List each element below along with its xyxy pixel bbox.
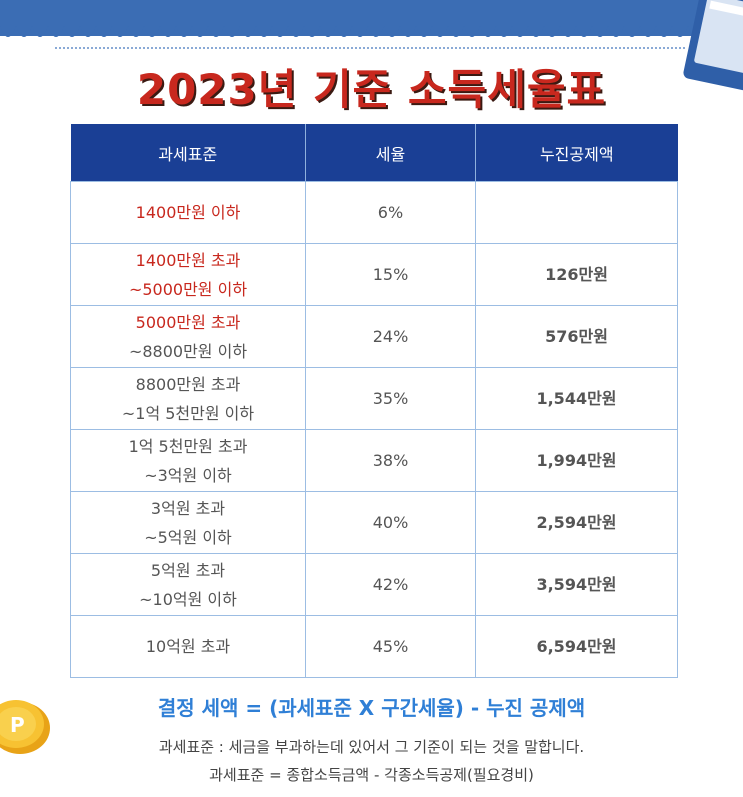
- table-header-row: 과세표준 세율 누진공제액: [70, 124, 678, 182]
- header-deduction: 누진공제액: [475, 124, 678, 182]
- laptop-icon: [683, 0, 743, 91]
- bracket-cell: 5000만원 초과 ~8800만원 이하: [70, 305, 306, 368]
- bracket-from: 10억원 초과: [145, 637, 231, 656]
- page-title: 2023년 기준 소득세율표: [136, 65, 607, 114]
- bracket-from: 5000만원 초과: [135, 312, 241, 332]
- bracket-from: 1억 5천만원 초과: [128, 436, 248, 456]
- table-row: 5억원 초과 ~10억원 이하 42% 3,594만원: [70, 553, 678, 616]
- bracket-to: ~3억원 이하: [144, 465, 232, 485]
- rate-cell: 6%: [305, 181, 476, 244]
- table-row: 10억원 초과 45% 6,594만원: [70, 615, 678, 678]
- bracket-cell: 1억 5천만원 초과 ~3억원 이하: [70, 429, 306, 492]
- svg-text:P: P: [10, 713, 25, 737]
- note-definition: 과세표준 : 세금을 부과하는데 있어서 그 기준이 되는 것을 말합니다.: [158, 738, 585, 756]
- bracket-cell: 3억원 초과 ~5억원 이하: [70, 491, 306, 554]
- deduction-cell: 1,994만원: [475, 429, 678, 492]
- bracket-cell: 5억원 초과 ~10억원 이하: [70, 553, 306, 616]
- deduction-cell: 1,544만원: [475, 367, 678, 430]
- deduction-cell: [475, 181, 678, 244]
- deduction-cell: 6,594만원: [475, 615, 678, 678]
- rate-cell: 42%: [305, 553, 476, 616]
- table-row: 1억 5천만원 초과 ~3억원 이하 38% 1,994만원: [70, 429, 678, 492]
- bracket-to: ~5000만원 이하: [128, 279, 248, 299]
- tax-rate-table: 과세표준 세율 누진공제액 1400만원 이하 6% 1400만원 초과 ~500…: [70, 124, 678, 678]
- bracket-cell: 1400만원 이하: [70, 181, 306, 244]
- deduction-cell: 2,594만원: [475, 491, 678, 554]
- rate-cell: 15%: [305, 243, 476, 306]
- table-row: 1400만원 이하 6%: [70, 181, 678, 244]
- header-tax-base: 과세표준: [70, 124, 306, 182]
- rate-cell: 38%: [305, 429, 476, 492]
- note-formula: 과세표준 = 종합소득금액 - 각종소득공제(필요경비): [209, 766, 534, 784]
- bracket-from: 1400만원 초과: [135, 250, 241, 270]
- rate-cell: 45%: [305, 615, 476, 678]
- bracket-to: ~10억원 이하: [139, 589, 237, 609]
- table-row: 3억원 초과 ~5억원 이하 40% 2,594만원: [70, 491, 678, 554]
- bracket-from: 3억원 초과: [150, 498, 226, 518]
- coin-icon: P: [0, 700, 50, 754]
- table-row: 1400만원 초과 ~5000만원 이하 15% 126만원: [70, 243, 678, 306]
- bracket-to: ~5억원 이하: [144, 527, 232, 547]
- bracket-from: 8800만원 초과: [135, 374, 241, 394]
- rate-cell: 35%: [305, 367, 476, 430]
- bracket-cell: 1400만원 초과 ~5000만원 이하: [70, 243, 306, 306]
- rate-cell: 24%: [305, 305, 476, 368]
- bracket-cell: 10억원 초과: [70, 615, 306, 678]
- rate-cell: 40%: [305, 491, 476, 554]
- deduction-cell: 126만원: [475, 243, 678, 306]
- header-tax-rate: 세율: [305, 124, 476, 182]
- deduction-cell: 576만원: [475, 305, 678, 368]
- bracket-from: 5억원 초과: [150, 560, 226, 580]
- bracket-from: 1400만원 이하: [135, 203, 241, 222]
- bracket-cell: 8800만원 초과 ~1억 5천만원 이하: [70, 367, 306, 430]
- deduction-cell: 3,594만원: [475, 553, 678, 616]
- tax-formula: 결정 세액 = (과세표준 X 구간세율) - 누진 공제액: [157, 696, 586, 720]
- wave-decoration: [0, 26, 743, 37]
- table-row: 8800만원 초과 ~1억 5천만원 이하 35% 1,544만원: [70, 367, 678, 430]
- bracket-to: ~1억 5천만원 이하: [121, 403, 255, 423]
- table-row: 5000만원 초과 ~8800만원 이하 24% 576만원: [70, 305, 678, 368]
- bracket-to: ~8800만원 이하: [128, 341, 248, 361]
- dotted-divider: [55, 47, 685, 49]
